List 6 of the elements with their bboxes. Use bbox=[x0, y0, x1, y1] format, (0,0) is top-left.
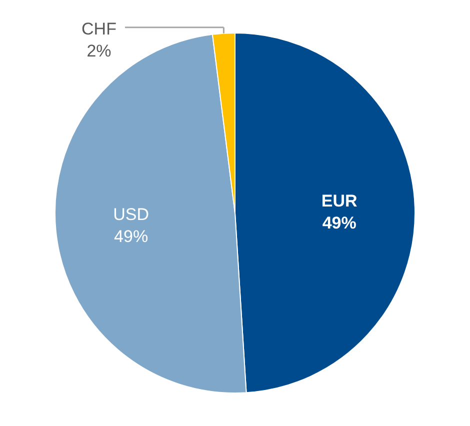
slice-label: USD bbox=[113, 204, 150, 224]
data-label: 2% bbox=[86, 41, 112, 60]
slice-label: EUR bbox=[321, 192, 358, 211]
data-label: 49% bbox=[114, 226, 148, 246]
data-label: 49% bbox=[322, 214, 356, 233]
slice-label: CHF bbox=[82, 19, 116, 38]
